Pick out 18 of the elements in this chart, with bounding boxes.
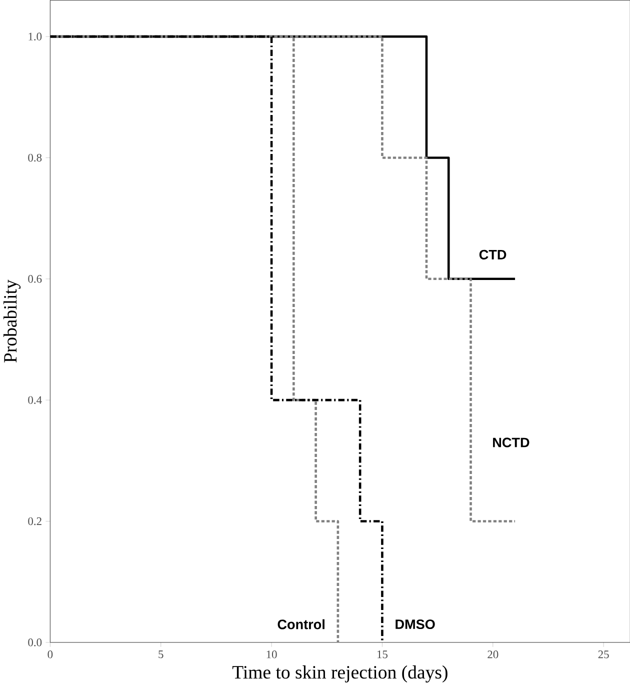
y-tick-label: 0.2 xyxy=(28,517,42,526)
series-label: Control xyxy=(278,619,324,630)
x-tick-label: 25 xyxy=(598,650,609,658)
series-label: DMSO xyxy=(395,619,435,630)
y-tick-label: 0.4 xyxy=(28,396,42,404)
x-tick-label: 20 xyxy=(488,650,498,658)
series-label: CTD xyxy=(479,250,506,260)
series-label: NCTD xyxy=(492,438,530,448)
x-tick-label: 15 xyxy=(377,650,388,658)
y-tick-label: 0.8 xyxy=(28,154,42,162)
x-tick-label: 5 xyxy=(158,650,164,658)
y-tick-label: 0.6 xyxy=(28,275,42,283)
y-axis-title: Probability xyxy=(3,280,20,362)
x-axis-title: Time to skin rejection (days) xyxy=(232,665,448,683)
x-tick-label: 0 xyxy=(48,650,52,658)
y-tick-label: 1.0 xyxy=(28,32,42,40)
x-tick-label: 10 xyxy=(266,650,277,658)
y-tick-label: 0.0 xyxy=(28,638,42,646)
